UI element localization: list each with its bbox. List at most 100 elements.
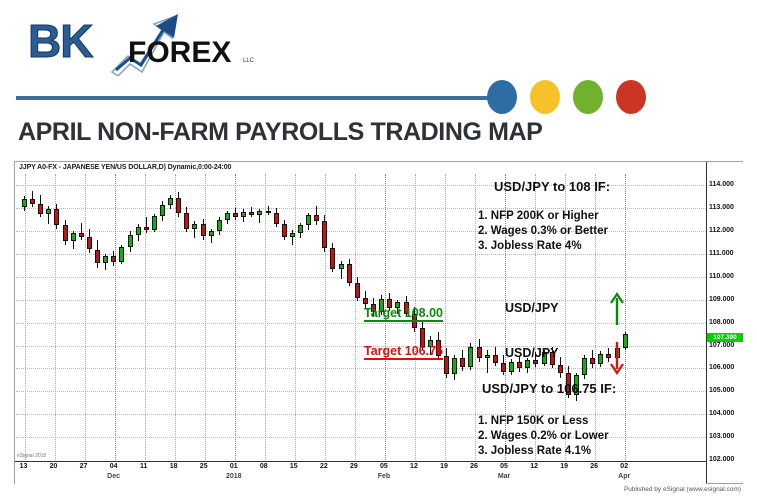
candle-body-up: [574, 375, 579, 395]
plot-background: [16, 174, 706, 460]
month-label: Mar: [497, 473, 511, 480]
candlestick: [590, 174, 596, 460]
price-tick-label: 104.000: [709, 410, 735, 418]
gridline-h: [16, 208, 706, 210]
candle-wick: [259, 209, 261, 224]
gridline-h: [16, 299, 706, 301]
gridline-h: [16, 322, 706, 324]
gridline-h: [16, 185, 706, 187]
gridline-v: [384, 174, 386, 460]
candle-body-down: [460, 358, 466, 368]
dot-yellow: [530, 80, 560, 114]
time-axis: eSignal 2018 13 20 27 04 11 18 25 01 08 15 22 29 05 1…: [15, 453, 706, 484]
candle-body-down: [176, 198, 182, 213]
candlestick: [103, 174, 109, 460]
candle-body-down: [533, 360, 539, 364]
logo-bk-text: BK: [27, 15, 93, 68]
candlestick: [322, 174, 328, 460]
candlestick: [362, 174, 368, 460]
candlestick: [419, 174, 425, 460]
chart-plot-area: Target 108.00 Target 106.75 USD/JPY to 1…: [16, 174, 706, 460]
pair-label-bullish: USD/JPY: [505, 301, 559, 315]
candle-body-down: [111, 256, 117, 263]
candle-body-up: [208, 231, 214, 236]
gridline-v: [505, 174, 507, 460]
gridline-h: [16, 391, 706, 393]
time-tick-label: 19: [560, 463, 569, 470]
candle-body-up: [192, 224, 198, 229]
candlestick: [216, 174, 222, 460]
candle-body-down: [233, 212, 239, 218]
candlestick: [265, 174, 271, 460]
price-tick-label: 113.000: [709, 204, 734, 212]
arrow-down-icon: [610, 342, 624, 375]
bearish-condition-2: 2. Wages 0.2% or Lower: [478, 430, 609, 442]
candlestick: [168, 174, 174, 460]
candlestick: [184, 174, 190, 460]
gridline-v: [264, 174, 266, 460]
gridline-h: [16, 231, 706, 233]
candlestick: [160, 174, 165, 460]
candle-body-down: [62, 225, 68, 242]
gridline-h: [16, 254, 706, 256]
candle-wick: [340, 260, 342, 280]
time-tick-label: 05: [380, 463, 388, 470]
price-tick-label: 109.000: [709, 295, 735, 303]
candlestick: [582, 174, 588, 460]
candle-body-down: [346, 264, 352, 283]
candle-body-up: [452, 358, 458, 375]
price-tick-label: 107.000: [709, 341, 735, 349]
candle-body-up: [168, 198, 174, 205]
time-tick-label: 12: [410, 463, 418, 470]
candle-body-down: [265, 210, 271, 213]
time-tick-label: 22: [319, 463, 328, 470]
bullish-headline: USD/JPY to 108 IF:: [494, 179, 611, 194]
candle-body-down: [354, 282, 360, 298]
candle-body-up: [468, 346, 474, 368]
target-down-label: Target 106.75: [364, 344, 443, 361]
candle-body-down: [281, 224, 287, 237]
time-tick-label: 26: [590, 463, 599, 470]
gridline-v: [114, 174, 116, 460]
bullish-conditions: 1. NFP 200K or Higher 2. Wages 0.3% or B…: [478, 209, 608, 254]
month-label: Feb: [377, 473, 391, 480]
candle-body-down: [557, 365, 563, 374]
candlestick: [549, 174, 555, 460]
candlestick: [119, 174, 125, 460]
logo-llc-text: LLC: [243, 58, 255, 64]
candle-body-down: [95, 249, 101, 264]
candlestick: [54, 174, 60, 460]
candlestick: [565, 174, 571, 460]
candle-body-up: [22, 199, 27, 208]
candle-body-down: [143, 226, 149, 231]
time-tick-label: 25: [199, 463, 208, 470]
candlestick: [151, 174, 157, 460]
candle-body-down: [273, 212, 279, 225]
candle-body-down: [30, 199, 36, 204]
header-divider: [16, 96, 516, 100]
candle-body-up: [127, 234, 133, 248]
gridline-v: [595, 174, 597, 460]
candlestick: [208, 174, 214, 460]
gridline-v: [144, 174, 146, 460]
time-tick-label: 18: [169, 463, 178, 470]
candle-body-up: [427, 339, 433, 347]
up-trend-arrow-icon: [110, 14, 178, 76]
gridline-v: [174, 174, 176, 460]
price-tick-label: 114.000: [709, 181, 734, 189]
candlestick: [46, 174, 52, 460]
candle-body-down: [444, 355, 450, 375]
candlestick: [78, 174, 84, 460]
gridline-v: [535, 174, 537, 460]
candlestick: [338, 174, 344, 460]
candle-body-up: [525, 360, 531, 369]
candle-body-up: [160, 204, 165, 217]
candlestick: [30, 174, 36, 460]
price-tick-label: 112.000: [709, 227, 734, 235]
candle-body-down: [322, 220, 328, 249]
candle-body-down: [419, 328, 425, 347]
target-up-label: Target 108.00: [364, 305, 443, 322]
candle-body-up: [135, 226, 141, 235]
candlestick: [427, 174, 433, 460]
candlestick: [306, 174, 312, 460]
